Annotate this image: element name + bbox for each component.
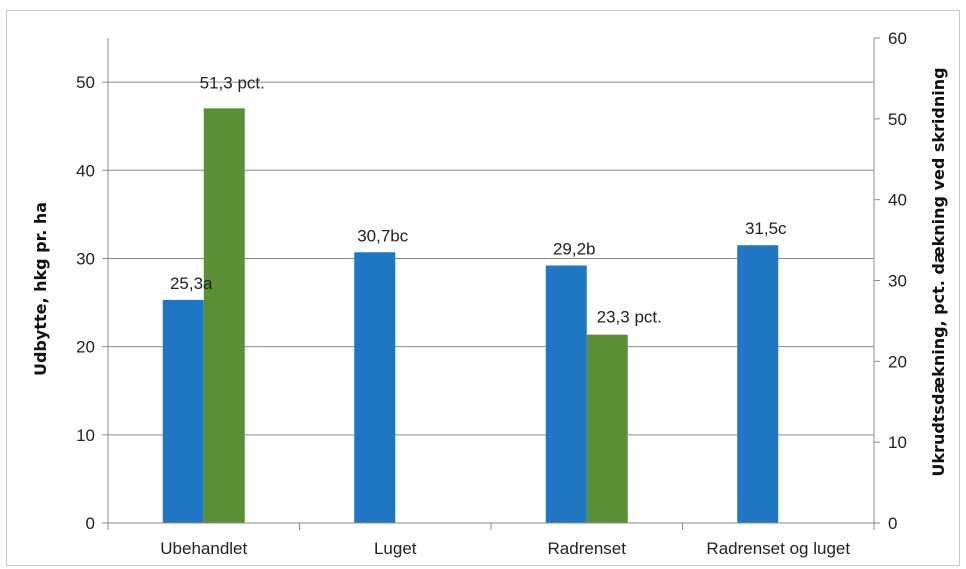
data-label: 29,2b (553, 240, 596, 259)
y2-axis-title: Ukrudtsdækning, pct. dækning ved skridni… (929, 67, 948, 476)
y-axis-title: Udbytte, hkg pr. ha (31, 202, 50, 376)
data-label: 31,5c (745, 219, 787, 238)
y-tick-label: 0 (86, 514, 95, 533)
data-label: 30,7bc (357, 226, 409, 245)
data-label: 51,3 pct. (200, 73, 265, 92)
data-label: 23,3 pct. (597, 308, 662, 327)
y2-tick-label: 40 (888, 191, 907, 210)
y2-tick-label: 30 (888, 272, 907, 291)
x-tick-label: Ubehandlet (160, 539, 247, 558)
y-tick-label: 20 (76, 338, 95, 357)
y2-tick-label: 50 (888, 110, 907, 129)
y-tick-label: 10 (76, 426, 95, 445)
y-tick-label: 50 (76, 73, 95, 92)
x-tick-label: Radrenset (548, 539, 627, 558)
bar (737, 245, 778, 523)
y2-tick-label: 60 (888, 29, 907, 48)
bar (204, 108, 245, 523)
x-tick-label: Radrenset og luget (706, 539, 850, 558)
y2-tick-label: 20 (888, 352, 907, 371)
y-tick-label: 30 (76, 249, 95, 268)
y2-tick-label: 0 (888, 514, 897, 533)
x-tick-label: Luget (374, 539, 417, 558)
y2-tick-label: 10 (888, 433, 907, 452)
bar (546, 266, 587, 523)
bar (354, 252, 395, 523)
y-tick-label: 40 (76, 161, 95, 180)
data-label: 25,3a (170, 274, 213, 293)
bar (163, 300, 204, 523)
bar (587, 335, 628, 523)
